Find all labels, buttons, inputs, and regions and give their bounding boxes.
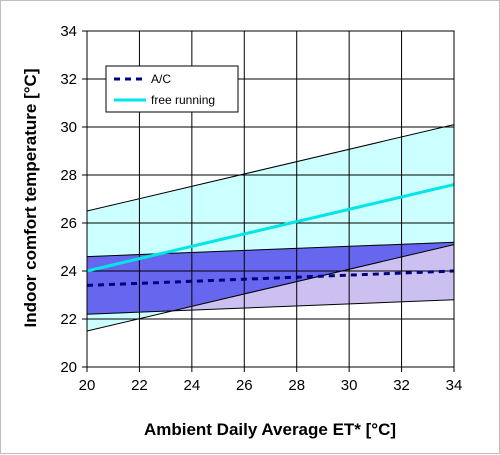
x-tick-label: 20 (79, 377, 96, 394)
x-tick-label: 26 (236, 377, 253, 394)
x-tick-label: 34 (446, 377, 463, 394)
y-tick-label: 32 (60, 71, 77, 88)
band-boundaries-layer (86, 124, 455, 332)
overlap-band (87, 242, 454, 315)
y-tick-label: 34 (60, 23, 77, 40)
legend-ac-label: A/C (151, 72, 171, 86)
series-layer (86, 183, 455, 287)
y-tick-label: 28 (60, 167, 77, 184)
x-axis-label: Ambient Daily Average ET* [°C] (144, 420, 396, 439)
y-tick-label: 26 (60, 215, 77, 232)
x-tick-label: 28 (288, 377, 305, 394)
ac-lower-boundary (86, 299, 455, 315)
y-tick-label: 22 (60, 311, 77, 328)
y-tick-label: 24 (60, 263, 77, 280)
y-tick-label: 30 (60, 119, 77, 136)
plot-area-border (86, 30, 455, 368)
free-running-upper-boundary (86, 124, 455, 212)
x-tick-label: 32 (393, 377, 410, 394)
x-tick-label: 24 (184, 377, 201, 394)
free-running-lower-boundary (86, 244, 455, 332)
tick-labels-layer: 20 22 24 26 28 30 32 34 20 22 24 26 28 30 32 34 (60, 23, 462, 394)
x-tick-label: 22 (131, 377, 148, 394)
ac-upper-boundary (86, 241, 455, 258)
x-tick-label: 30 (341, 377, 358, 394)
y-axis-label: Indoor comfort temperature [°C] (21, 69, 40, 328)
axes-layer (82, 30, 455, 372)
legend-free-running-label: free running (151, 93, 215, 107)
legend-box (105, 65, 239, 113)
y-tick-label: 20 (60, 359, 77, 376)
legend: A/C free running (105, 65, 239, 113)
free-running-series-line (86, 183, 455, 273)
